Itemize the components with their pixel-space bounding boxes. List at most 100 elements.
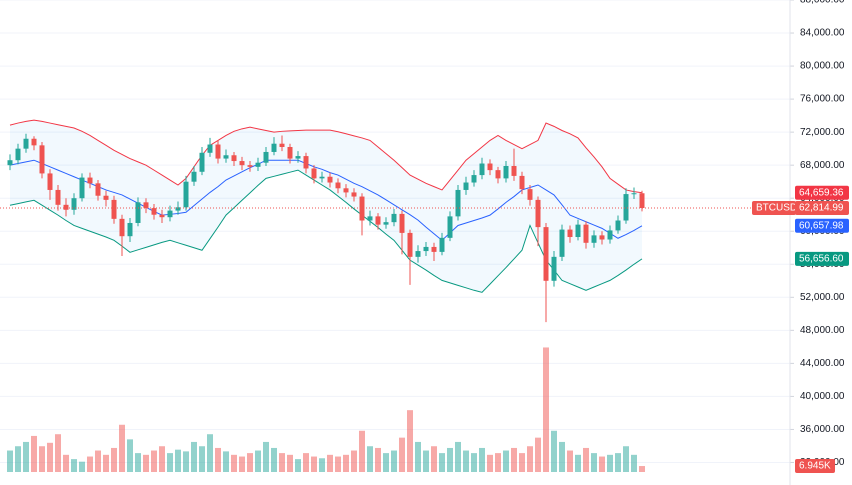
candle-body — [559, 229, 565, 257]
candle-body — [543, 227, 549, 281]
volume-bar — [95, 450, 101, 472]
volume-bar — [399, 437, 405, 472]
volume-bar — [471, 453, 477, 472]
volume-bar — [31, 435, 37, 472]
volume-bar — [119, 424, 125, 472]
volume-bar — [495, 453, 501, 472]
volume-bar — [367, 446, 373, 472]
volume-bar — [135, 453, 141, 472]
volume-bar — [487, 454, 493, 472]
volume-bar — [271, 447, 277, 472]
candle-body — [151, 208, 157, 215]
candle-body — [39, 145, 45, 174]
candle-body — [471, 175, 477, 183]
candle-body — [327, 176, 333, 183]
candle-body — [607, 230, 613, 240]
candle-body — [351, 192, 357, 197]
candle-body — [127, 222, 133, 237]
candle-body — [399, 213, 405, 233]
candle-body — [567, 229, 573, 238]
y-tick-label: 76,000.00 — [800, 94, 845, 105]
candle-body — [551, 256, 557, 281]
volume-bar — [71, 459, 77, 472]
candle-body — [487, 163, 493, 171]
volume-bar — [527, 446, 533, 472]
candle-body — [535, 199, 541, 228]
candle-body — [95, 183, 101, 196]
volume-bar — [287, 454, 293, 472]
candle-body — [503, 165, 509, 179]
volume-bar — [351, 450, 357, 472]
candle-body — [583, 224, 589, 243]
candle-body — [111, 199, 117, 219]
volume-bar — [415, 441, 421, 472]
candles-layer — [0, 133, 790, 323]
volume-bar — [535, 437, 541, 472]
badges: 64,659.36 60,657.98 56,656.60 BTCUSDT62,814… — [752, 185, 849, 474]
candle-body — [231, 155, 237, 162]
volume-bar — [103, 454, 109, 472]
candle-body — [511, 165, 517, 176]
volume-bar — [191, 441, 197, 472]
candle-body — [447, 216, 453, 238]
volume-bar — [343, 454, 349, 472]
volume-bar — [207, 434, 213, 472]
volume-bar — [607, 454, 613, 472]
volume-bar — [167, 453, 173, 472]
band-fill — [10, 120, 642, 293]
candle-body — [295, 156, 301, 159]
volume-bar — [463, 450, 469, 472]
volume-bar — [151, 450, 157, 472]
volume-bar — [599, 456, 605, 472]
volume-bar — [247, 453, 253, 472]
volume-bar — [63, 454, 69, 472]
candle-body — [71, 198, 77, 210]
candle-body — [639, 193, 645, 208]
volume-bar — [87, 456, 93, 472]
bands-layer — [9, 119, 643, 293]
y-tick-label: 40,000.00 — [800, 391, 845, 402]
volume-bar — [279, 453, 285, 472]
volume-bar — [199, 446, 205, 472]
y-tick-label: 36,000.00 — [800, 424, 845, 435]
band-badge-bg — [795, 251, 849, 266]
volume-bar — [575, 454, 581, 472]
volume-bar — [39, 446, 45, 472]
volume-bar — [551, 430, 557, 472]
candle-body — [23, 138, 29, 149]
price-badge-bg — [795, 200, 849, 215]
volume-bar — [359, 430, 365, 472]
volume-bar — [631, 454, 637, 472]
candle-body — [15, 148, 21, 161]
candle-body — [207, 144, 213, 153]
volume-bar — [335, 456, 341, 472]
volume-bar — [423, 450, 429, 472]
candle-body — [311, 168, 317, 179]
volume-bar — [263, 441, 269, 472]
volume-bar — [639, 466, 645, 472]
candle-body — [199, 152, 205, 172]
symbol-badge: BTCUSDT — [756, 203, 803, 214]
candle-body — [495, 170, 501, 179]
volume-bar — [23, 441, 29, 472]
volume-bar — [455, 441, 461, 472]
candle-body — [191, 171, 197, 182]
candle-body — [63, 204, 69, 210]
volume-bar — [111, 447, 117, 472]
y-tick-label: 44,000.00 — [800, 358, 845, 369]
volume-bar — [183, 451, 189, 472]
candle-body — [391, 213, 397, 223]
volume-layer — [7, 347, 645, 472]
candle-body — [375, 216, 381, 225]
volume-bar — [7, 450, 13, 472]
symbol-badge-bg — [752, 200, 796, 215]
volume-bar — [311, 456, 317, 472]
candle-body — [87, 177, 93, 184]
candle-body — [479, 163, 485, 176]
volume-bar — [327, 454, 333, 472]
volume-bar — [47, 442, 53, 472]
band-badge: 60,657.98 — [799, 220, 844, 231]
volume-bar — [223, 451, 229, 472]
volume-bar — [319, 458, 325, 472]
volume-bar — [303, 453, 309, 472]
